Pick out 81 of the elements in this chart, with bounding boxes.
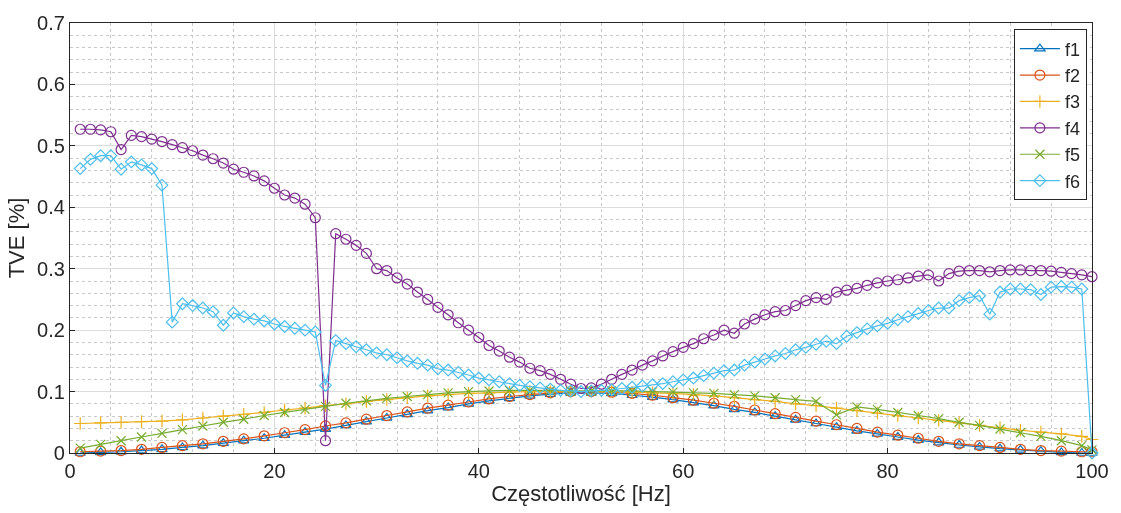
- x-tick-label: 20: [263, 460, 286, 483]
- point: [729, 389, 740, 400]
- point: [463, 386, 474, 397]
- x-tick-label: 80: [876, 460, 899, 483]
- point: [749, 390, 760, 401]
- point: [461, 386, 476, 401]
- point: [708, 388, 719, 399]
- y-tick-label: 0.5: [37, 134, 65, 157]
- legend-label: f6: [1064, 171, 1080, 192]
- point: [156, 428, 168, 439]
- y-axis-title: TVE [%]: [3, 197, 29, 279]
- point: [136, 431, 147, 443]
- point: [829, 401, 844, 416]
- point: [850, 403, 864, 418]
- point: [257, 405, 272, 420]
- point: [1056, 435, 1067, 446]
- legend-label: f3: [1064, 92, 1080, 113]
- point: [913, 410, 924, 421]
- x-axis-title: Częstotliwość [Hz]: [491, 481, 671, 506]
- y-tick-label: 0.1: [37, 380, 65, 403]
- point: [504, 385, 515, 396]
- point: [277, 403, 292, 417]
- point: [1074, 429, 1089, 444]
- y-tick-label: 0.6: [37, 73, 65, 96]
- point: [1076, 440, 1087, 451]
- point: [259, 410, 270, 421]
- point: [195, 411, 210, 425]
- point: [93, 416, 108, 430]
- point: [279, 407, 290, 418]
- point: [1015, 427, 1026, 438]
- point: [911, 411, 926, 425]
- point: [114, 415, 128, 430]
- x-tick-label: 100: [1075, 460, 1109, 483]
- point: [1035, 431, 1046, 442]
- y-tick-label: 0.7: [37, 12, 65, 34]
- point: [1013, 423, 1028, 438]
- point: [931, 413, 946, 428]
- legend-label: f4: [1064, 118, 1080, 139]
- point: [238, 414, 249, 425]
- point: [933, 413, 944, 424]
- point: [892, 407, 903, 418]
- point: [73, 416, 88, 431]
- point: [747, 392, 762, 407]
- point: [197, 420, 208, 432]
- point: [706, 388, 721, 403]
- point: [218, 417, 229, 428]
- x-tick-label: 40: [467, 460, 490, 483]
- point: [870, 406, 885, 420]
- point: [95, 439, 106, 450]
- point: [441, 387, 456, 402]
- point: [831, 409, 842, 421]
- point: [688, 387, 699, 398]
- point: [768, 394, 783, 409]
- legend-label: f2: [1064, 66, 1080, 87]
- legend-label: f5: [1064, 145, 1080, 166]
- point: [686, 387, 701, 402]
- x-tick-label: 60: [672, 460, 695, 483]
- point: [175, 412, 190, 427]
- point: [216, 409, 231, 424]
- point: [810, 396, 822, 407]
- point: [177, 424, 188, 435]
- point: [727, 390, 742, 405]
- legend-label: f1: [1064, 39, 1080, 60]
- y-tick-label: 0.2: [37, 319, 65, 342]
- point: [134, 414, 149, 429]
- point: [788, 396, 803, 411]
- point: [155, 414, 169, 428]
- y-tick-label: 0.3: [37, 257, 65, 280]
- y-tick-label: 0.4: [37, 196, 65, 219]
- point: [790, 394, 801, 405]
- point: [872, 404, 883, 415]
- y-tick-label: 0: [53, 442, 65, 464]
- point: [502, 385, 517, 400]
- point: [116, 435, 127, 446]
- point: [443, 387, 454, 398]
- point: [236, 407, 251, 422]
- point: [1054, 427, 1069, 441]
- point: [890, 408, 905, 423]
- point: [851, 401, 863, 413]
- point: [770, 392, 781, 403]
- point: [75, 442, 86, 454]
